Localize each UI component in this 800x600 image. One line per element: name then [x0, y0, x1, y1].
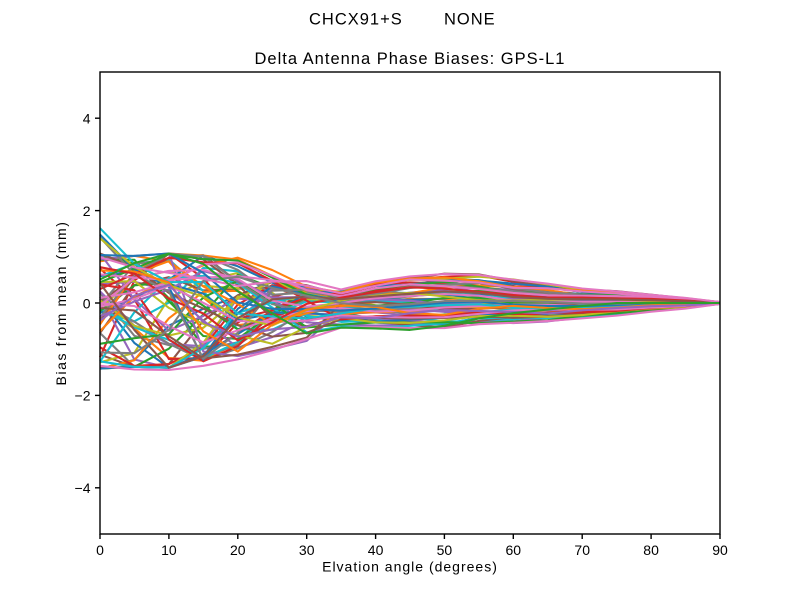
- svg-text:−4: −4: [75, 480, 91, 496]
- svg-text:90: 90: [712, 542, 728, 558]
- svg-text:40: 40: [368, 542, 384, 558]
- svg-text:Bias from mean (mm): Bias from mean (mm): [53, 221, 69, 386]
- svg-text:10: 10: [161, 542, 177, 558]
- svg-text:Elvation angle (degrees): Elvation angle (degrees): [322, 559, 498, 575]
- svg-text:60: 60: [506, 542, 522, 558]
- svg-text:0: 0: [96, 542, 104, 558]
- svg-text:NONE: NONE: [444, 10, 496, 28]
- svg-text:30: 30: [299, 542, 315, 558]
- svg-text:80: 80: [643, 542, 659, 558]
- svg-text:−2: −2: [75, 388, 91, 404]
- svg-text:70: 70: [574, 542, 590, 558]
- svg-text:4: 4: [83, 111, 91, 127]
- svg-text:2: 2: [83, 203, 91, 219]
- svg-text:0: 0: [83, 295, 91, 311]
- svg-text:20: 20: [230, 542, 246, 558]
- svg-text:Delta Antenna Phase Biases: GP: Delta Antenna Phase Biases: GPS-L1: [254, 50, 565, 68]
- svg-text:CHCX91+S: CHCX91+S: [309, 10, 403, 28]
- svg-text:50: 50: [437, 542, 453, 558]
